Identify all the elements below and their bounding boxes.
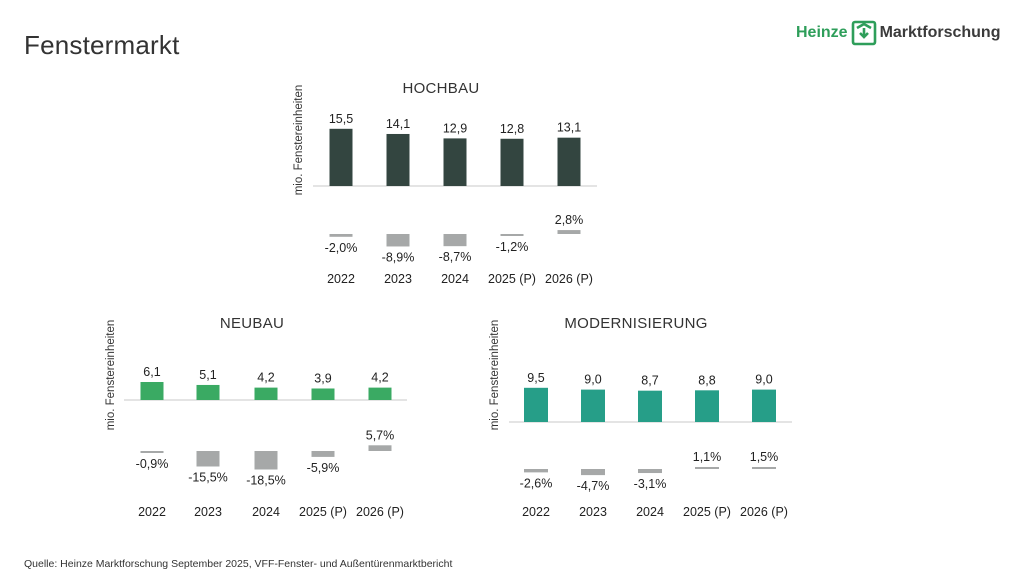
modernisierung-year-label: 2022 [522,505,550,519]
neubau-value-label: 6,1 [143,365,160,379]
modernisierung-value-label: 8,7 [641,374,658,388]
hochbau-change-bar-2026 [557,230,581,234]
hochbau-year-label: 2025 (P) [488,272,536,286]
modernisierung-change-bar-2023 [581,469,605,476]
modernisierung-value-label: 9,0 [755,373,772,387]
neubau-change-label: -18,5% [246,474,286,488]
neubau-change-label: 5,7% [366,428,395,442]
hochbau-change-label: -8,9% [382,250,415,264]
modernisierung-chart-title: MODERNISIERUNG [564,315,707,332]
modernisierung-change-label: 1,1% [693,450,722,464]
neubau-chart-title: NEUBAU [220,315,284,332]
modernisierung-change-label: -3,1% [634,477,667,491]
source-note: Quelle: Heinze Marktforschung September … [24,558,453,570]
hochbau-value-label: 13,1 [557,121,581,135]
neubau-bar-2026 [368,387,392,400]
neubau-value-label: 5,1 [199,368,216,382]
modernisierung-change-label: -4,7% [577,479,610,493]
hochbau-year-label: 2022 [327,272,355,286]
modernisierung-bar-2023 [581,389,605,422]
hochbau-year-label: 2023 [384,272,412,286]
heinze-arrows-icon [851,20,876,46]
neubau-bar-2023 [196,384,220,400]
neubau-y-axis-label: mio. Fenstereinheiten [105,320,117,431]
hochbau-year-label: 2024 [441,272,469,286]
neubau-bar-2025 [311,388,335,400]
modernisierung-change-bar-2024 [638,469,662,474]
hochbau-change-label: 2,8% [555,213,584,227]
hochbau-change-bar-2025 [500,234,524,236]
modernisierung-change-bar-2026 [752,467,776,469]
modernisierung-year-label: 2026 (P) [740,505,788,519]
hochbau-bar-2026 [557,137,581,186]
page-title: Fenstermarkt [24,30,180,60]
neubau-value-label: 4,2 [257,371,274,385]
hochbau-bar-2025 [500,138,524,186]
hochbau-value-label: 12,8 [500,122,524,136]
neubau-change-label: -0,9% [136,457,169,471]
modernisierung-bar-2024 [638,390,662,422]
hochbau-value-label: 15,5 [329,112,353,126]
modernisierung-value-label: 9,5 [527,371,544,385]
modernisierung-change-bar-2022 [524,469,548,473]
hochbau-change-label: -8,7% [439,250,472,264]
neubau-value-label: 3,9 [314,371,331,385]
logo-brand-text: Heinze [796,24,848,41]
company-logo: Heinze Marktforschung [796,18,1006,48]
neubau-year-label: 2023 [194,505,222,519]
hochbau-year-label: 2026 (P) [545,272,593,286]
neubau-value-label: 4,2 [371,371,388,385]
hochbau-bar-2022 [329,128,353,186]
modernisierung-bar-2022 [524,387,548,422]
hochbau-change-bar-2024 [443,234,467,247]
modernisierung-value-label: 8,8 [698,373,715,387]
neubau-change-bar-2024 [254,451,278,470]
neubau-year-label: 2025 (P) [299,505,347,519]
neubau-year-label: 2026 (P) [356,505,404,519]
modernisierung-change-label: 1,5% [750,450,779,464]
logo-suffix-text: Marktforschung [879,24,1001,41]
modernisierung-change-label: -2,6% [520,476,553,490]
hochbau-bar-2023 [386,133,410,186]
neubau-year-label: 2022 [138,505,166,519]
modernisierung-year-label: 2025 (P) [683,505,731,519]
neubau-bar-2024 [254,387,278,400]
neubau-year-label: 2024 [252,505,280,519]
modernisierung-y-axis-label: mio. Fenstereinheiten [489,320,501,431]
hochbau-value-label: 12,9 [443,121,467,135]
neubau-change-bar-2025 [311,451,335,457]
neubau-change-label: -5,9% [307,461,340,475]
hochbau-bar-2024 [443,138,467,186]
hochbau-change-label: -2,0% [325,241,358,255]
hochbau-change-bar-2023 [386,234,410,247]
hochbau-change-label: -1,2% [496,240,529,254]
hochbau-value-label: 14,1 [386,117,410,131]
modernisierung-year-label: 2024 [636,505,664,519]
hochbau-y-axis-label: mio. Fenstereinheiten [293,85,305,196]
modernisierung-bar-2025 [695,390,719,422]
modernisierung-value-label: 9,0 [584,373,601,387]
modernisierung-change-bar-2025 [695,467,719,469]
neubau-change-label: -15,5% [188,471,228,485]
hochbau-change-bar-2022 [329,234,353,237]
modernisierung-bar-2026 [752,389,776,422]
neubau-change-bar-2026 [368,445,392,451]
modernisierung-year-label: 2023 [579,505,607,519]
hochbau-chart-title: HOCHBAU [402,80,479,97]
neubau-change-bar-2022 [140,451,164,453]
neubau-change-bar-2023 [196,451,220,467]
neubau-bar-2022 [140,382,164,400]
